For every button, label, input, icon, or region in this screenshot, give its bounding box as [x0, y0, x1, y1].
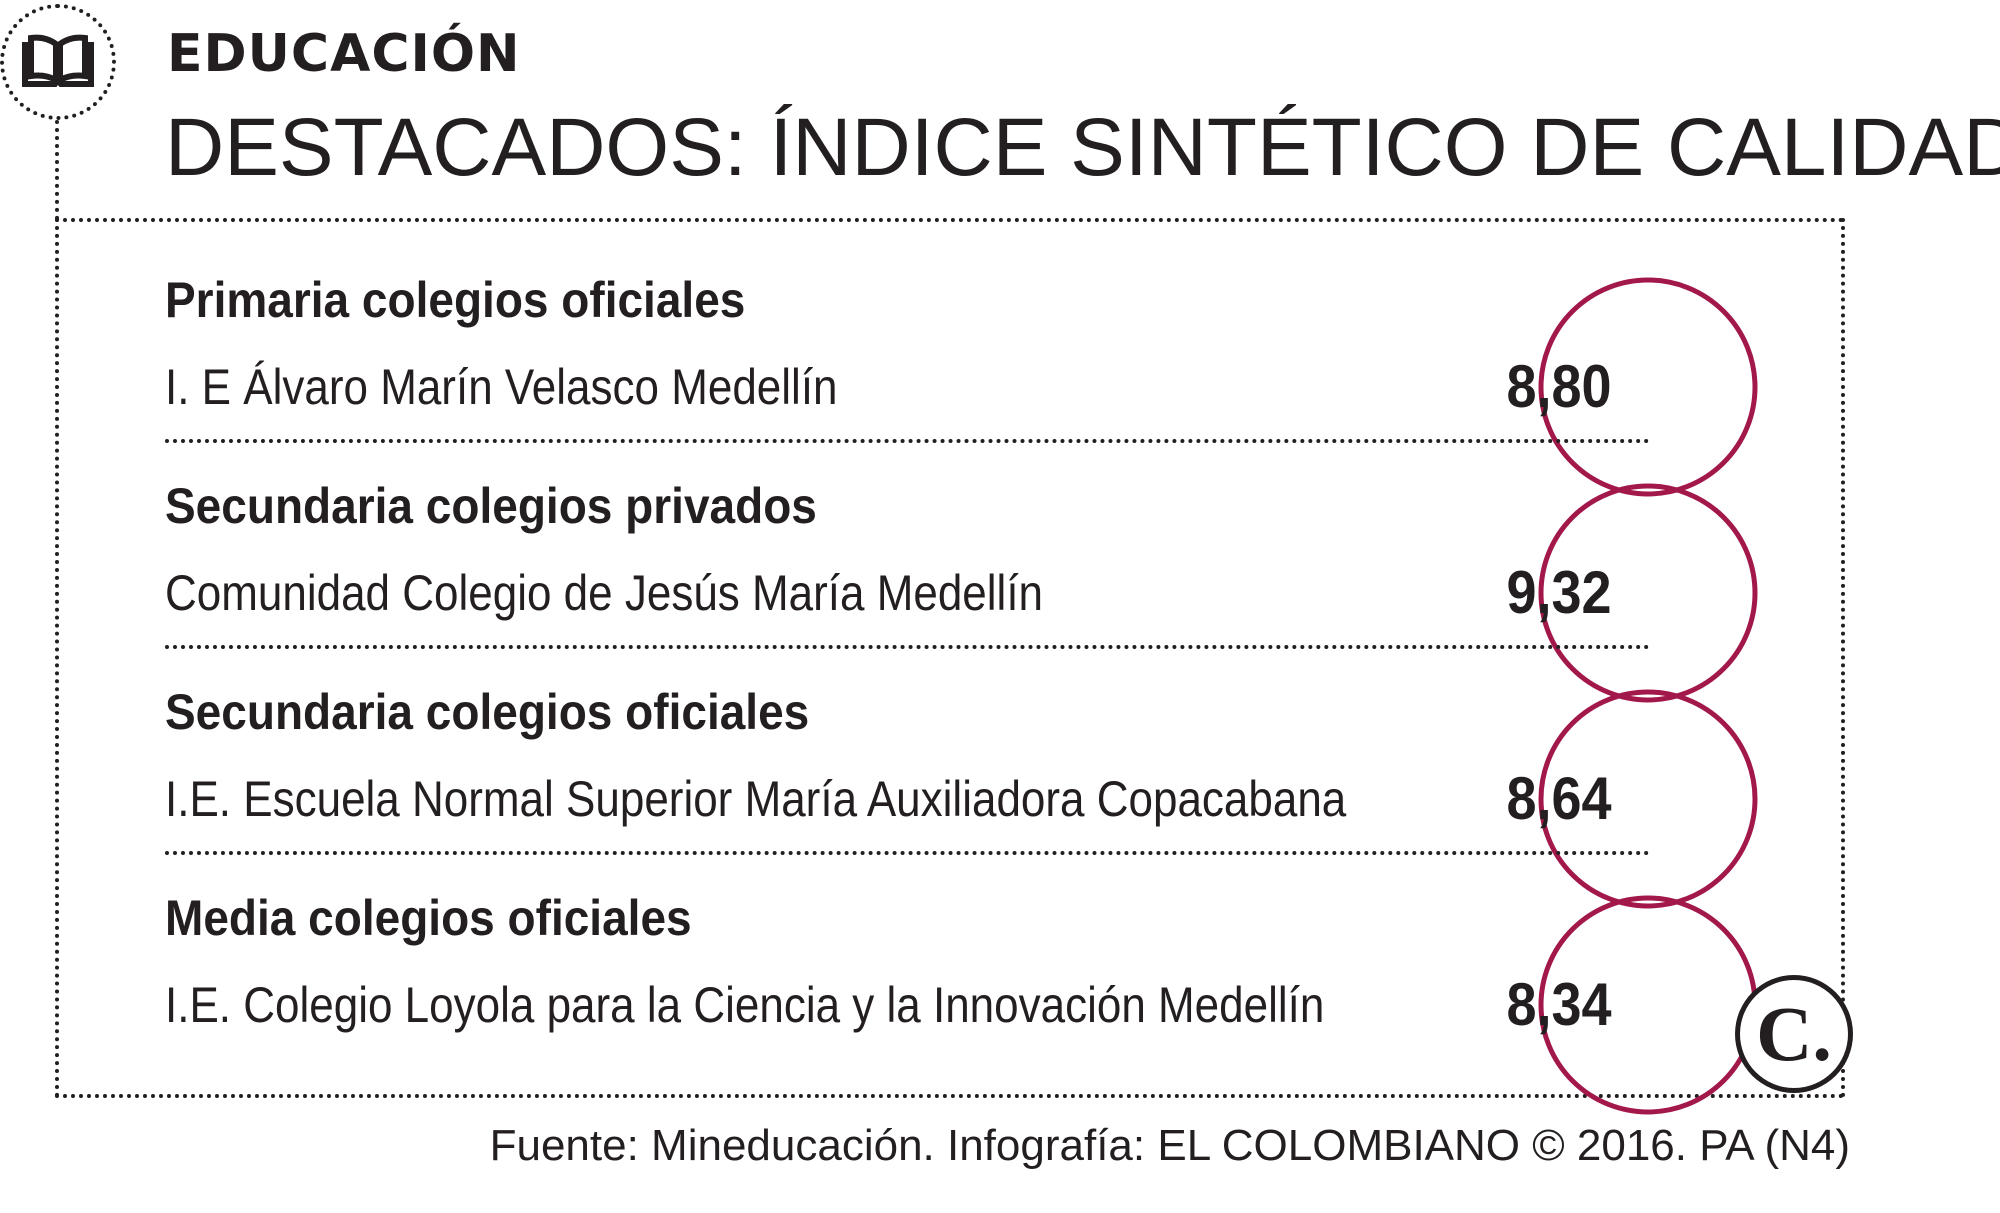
category-label: Secundaria colegios privados [165, 478, 817, 534]
school-name: I.E. Colegio Loyola para la Ciencia y la… [165, 977, 1325, 1033]
source-credit: Fuente: Mineducación. Infografía: EL COL… [489, 1121, 1850, 1170]
school-name: I.E. Escuela Normal Superior María Auxil… [165, 771, 1347, 827]
score-value: 8,64 [1506, 765, 1612, 832]
section-label: EDUCACIÓN [167, 24, 521, 84]
icon-connector [55, 120, 59, 220]
school-name: Comunidad Colegio de Jesús María Medellí… [165, 565, 1044, 621]
row-separator [165, 645, 1650, 649]
row-separator [165, 439, 1650, 443]
category-label: Media colegios oficiales [165, 890, 692, 946]
chart-title: DESTACADOS: ÍNDICE SINTÉTICO DE CALIDAD [165, 102, 2000, 193]
table-frame [55, 218, 1845, 1098]
book-icon-badge [0, 4, 116, 120]
score-circle [1538, 277, 1758, 497]
logo-letter: C. [1740, 980, 1848, 1088]
score-circle [1538, 689, 1758, 909]
category-label: Secundaria colegios oficiales [165, 684, 810, 740]
score-circle [1538, 483, 1758, 703]
el-colombiano-logo: C. [1735, 975, 1853, 1093]
row-separator [165, 851, 1650, 855]
score-value: 8,34 [1506, 971, 1612, 1038]
score-value: 9,32 [1506, 559, 1612, 626]
category-label: Primaria colegios oficiales [165, 272, 746, 328]
score-value: 8,80 [1506, 353, 1612, 420]
book-icon [22, 34, 94, 87]
school-name: I. E Álvaro Marín Velasco Medellín [165, 359, 838, 415]
